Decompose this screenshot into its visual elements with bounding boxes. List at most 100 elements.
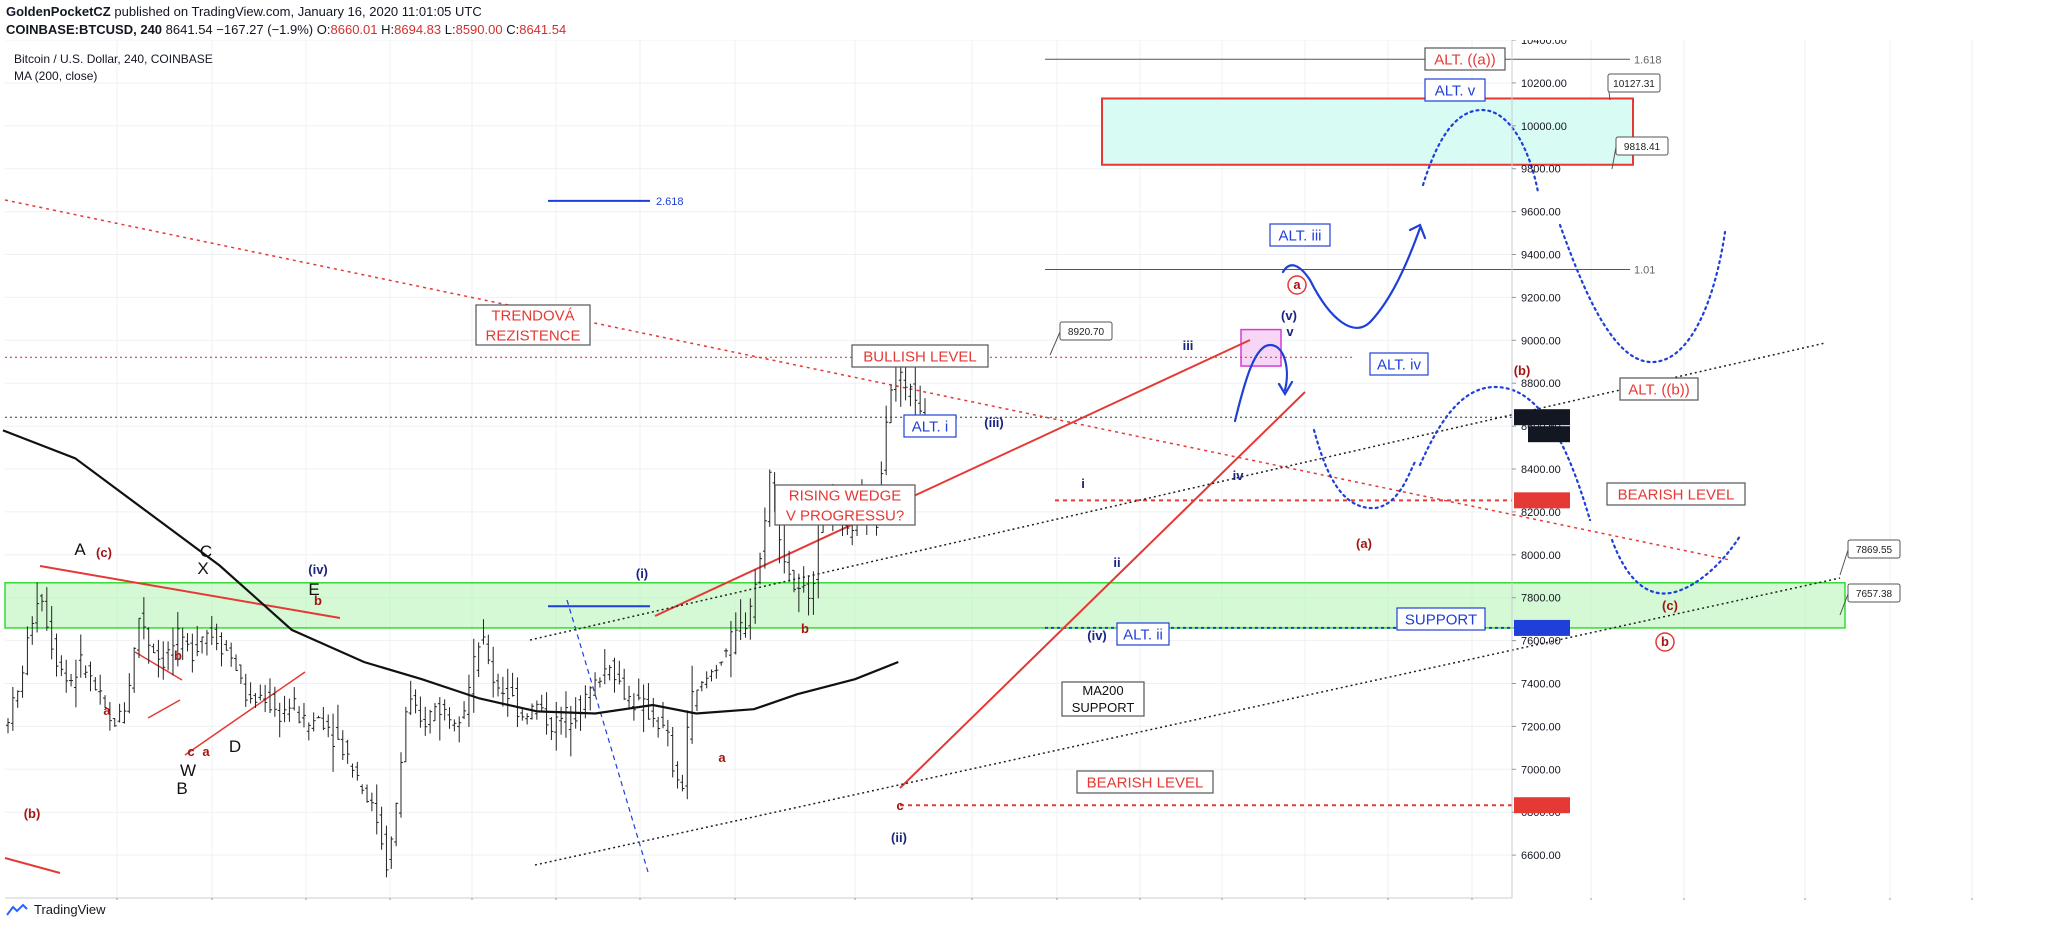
wave-label: a (103, 703, 111, 718)
callout-box (1615, 136, 1669, 156)
callout-value: 7657.38 (1856, 589, 1893, 600)
support-label (1396, 607, 1486, 631)
price-marker (1514, 619, 1570, 636)
callout-pointer (1611, 146, 1617, 170)
time-axis[interactable]: Dec5912:001612:0023272020612:001312:0020… (5, 897, 1978, 900)
footer: TradingView (6, 902, 106, 917)
alt-iv-projection (1312, 428, 1417, 510)
ma200-support-label-text: SUPPORT (1072, 700, 1135, 715)
rising-wedge-label-text: V PROGRESSU? (786, 507, 904, 524)
price-tick-label: 7400.00 (1521, 679, 1561, 691)
wave-label: ii (1113, 555, 1120, 570)
wave-label: a (202, 744, 210, 759)
wave-ii-dashed-line (566, 599, 649, 873)
wave-label: (i) (636, 566, 648, 581)
alt-b-projection (1558, 223, 1727, 364)
price-tick-label: 9600.00 (1521, 207, 1561, 219)
price-axis[interactable]: 6600.006800.007000.007200.007400.007600.… (1511, 40, 1570, 898)
price-marker (1514, 409, 1570, 426)
alt-a-label-text: ALT. ((a)) (1434, 51, 1495, 68)
ohlc-line: COINBASE:BTCUSD, 240 8641.54 −167.27 (−1… (6, 22, 566, 37)
channel-upper-line (529, 342, 1826, 641)
alt-i-label (903, 414, 957, 438)
price-tick-label: 8400.00 (1521, 464, 1561, 476)
trend-resistance-label-text: REZISTENCE (485, 327, 580, 344)
price-tick-label: 9200.00 (1521, 292, 1561, 304)
wave-label: D (229, 737, 241, 756)
wave-label: A (74, 540, 86, 559)
callout-box (1847, 539, 1901, 559)
brand-label[interactable]: TradingView (34, 902, 106, 917)
price-marker (1514, 797, 1570, 814)
wedge-lower-line (899, 391, 1306, 789)
price-tick-label: 7200.00 (1521, 721, 1561, 733)
open-value: 8660.01 (330, 22, 378, 37)
wave-b-projection (1418, 385, 1592, 522)
legend-ma: MA (200, close) (14, 69, 97, 83)
close-label: C: (506, 22, 520, 37)
wave-label: a (1293, 277, 1301, 292)
price-tick-label: 10400.00 (1521, 40, 1567, 47)
alt-iii-projection (1281, 226, 1422, 329)
bottom-left-line (4, 857, 61, 874)
alt-b-label-text: ALT. ((b)) (1628, 381, 1689, 398)
bearish-level-upper-label-text: BEARISH LEVEL (1618, 486, 1735, 503)
wave-label: a (718, 750, 726, 765)
alt-v-projection (1421, 108, 1540, 194)
wave-label: C (200, 542, 212, 561)
rising-wedge-label-text: RISING WEDGE (789, 487, 902, 504)
ma200-line (2, 429, 899, 715)
wave-label: B (176, 779, 187, 798)
callout-pointer (1839, 549, 1849, 576)
publish-line: GoldenPocketCZ published on TradingView.… (6, 4, 482, 19)
wave-c-projection (1610, 534, 1742, 595)
wedge-upper-line (654, 339, 1251, 617)
price-marker (1514, 492, 1570, 509)
callout-box (1059, 321, 1113, 341)
projection-paths (1233, 108, 1742, 595)
publish-info: published on TradingView.com, January 16… (114, 4, 482, 19)
alt-a-label (1424, 47, 1506, 71)
price-tick-label: 10000.00 (1521, 121, 1567, 133)
wave-label: b (1661, 634, 1669, 649)
alt-ii-label (1116, 622, 1170, 646)
author-name[interactable]: GoldenPocketCZ (6, 4, 111, 19)
chart-header: GoldenPocketCZ published on TradingView.… (0, 0, 2071, 40)
wave-label: i (1081, 476, 1085, 491)
alt-iv-label (1369, 352, 1429, 376)
price-tick-label: 7600.00 (1521, 636, 1561, 648)
callout-box (1607, 73, 1661, 93)
legend-title: Bitcoin / U.S. Dollar, 240, COINBASE (14, 52, 213, 66)
wave-label: W (180, 761, 196, 780)
wave-v-projection (1233, 343, 1288, 423)
wave-label: (a) (1356, 536, 1372, 551)
alt-v-label (1424, 78, 1486, 102)
wave-label: (c) (1662, 598, 1678, 613)
callout-value: 9818.41 (1624, 142, 1661, 153)
bullish-level-label-text: BULLISH LEVEL (863, 348, 976, 365)
price-tick-label: 7800.00 (1521, 593, 1561, 605)
price-tick-label: 7000.00 (1521, 764, 1561, 776)
trend-resistance-label (475, 304, 591, 346)
circle-b-ring (1655, 632, 1675, 652)
ma200-support-label-text: MA200 (1082, 683, 1123, 698)
wave-label: (v) (1281, 308, 1297, 323)
countdown-marker (1528, 426, 1570, 443)
wave-v-arrowhead (1277, 380, 1294, 397)
wave-label: (iv) (1087, 628, 1107, 643)
low-value: 8590.00 (455, 22, 503, 37)
price-tick-label: 9800.00 (1521, 164, 1561, 176)
price-tick-label: 8200.00 (1521, 507, 1561, 519)
high-label: H: (381, 22, 395, 37)
price-tick-label: 9400.00 (1521, 250, 1561, 262)
alt-iii-label-text: ALT. iii (1278, 227, 1321, 244)
wave-label: (b) (24, 806, 41, 821)
tradingview-logo-icon[interactable] (6, 903, 28, 917)
grid-lines (5, 40, 1973, 898)
price-tick-label: 6600.00 (1521, 850, 1561, 862)
triangle-lower-line (184, 671, 306, 756)
callout-value: 8920.70 (1068, 327, 1105, 338)
symbol-label: COINBASE:BTCUSD, 240 (6, 22, 163, 37)
